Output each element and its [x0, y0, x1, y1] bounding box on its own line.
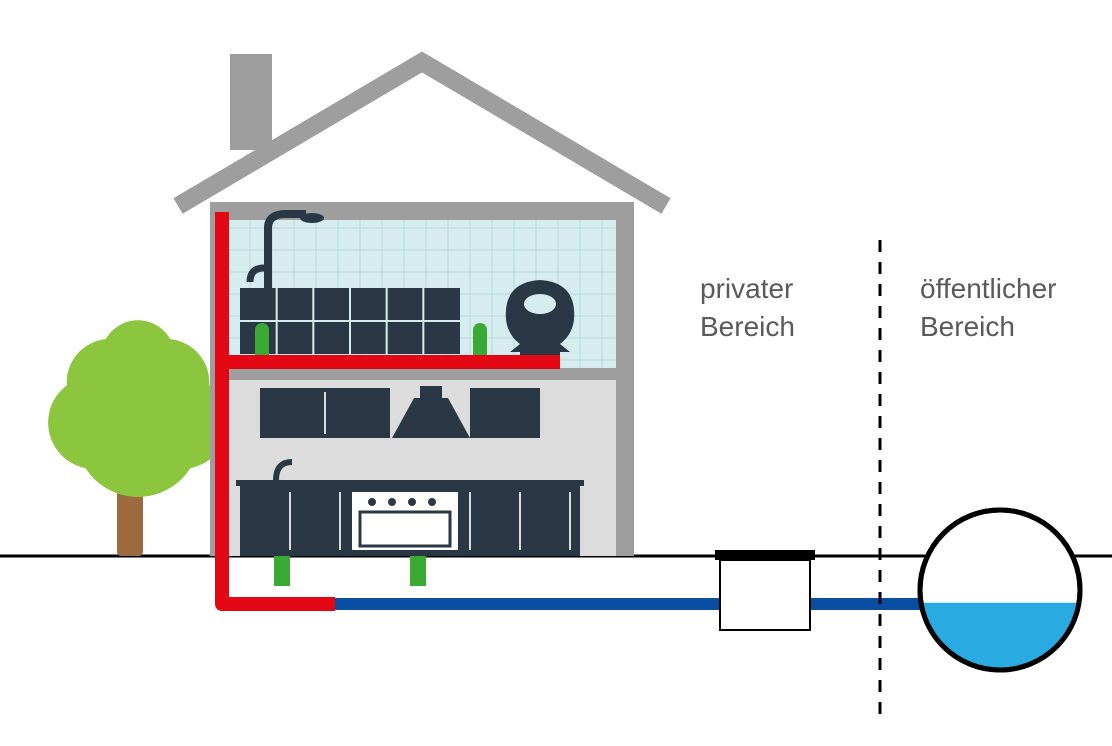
diagram-root: privater Bereich öffentlicher Bereich: [0, 0, 1112, 746]
sewer-water: [921, 603, 1079, 670]
shaft-cap: [715, 550, 815, 560]
floor-slab: [210, 368, 634, 380]
toilet-bowl: [524, 294, 556, 314]
label-public: öffentlicher Bereich: [920, 270, 1056, 346]
wall-right: [616, 206, 634, 556]
shower-riser: [264, 228, 272, 288]
chimney: [230, 54, 272, 150]
diagram-svg: [0, 0, 1112, 746]
inspection-shaft: [720, 560, 810, 630]
label-private: privater Bereich: [700, 270, 795, 346]
upper-cabinet-right: [470, 388, 540, 438]
tree-leaf: [101, 320, 175, 394]
shower-head: [300, 213, 324, 223]
stove: [352, 492, 458, 550]
